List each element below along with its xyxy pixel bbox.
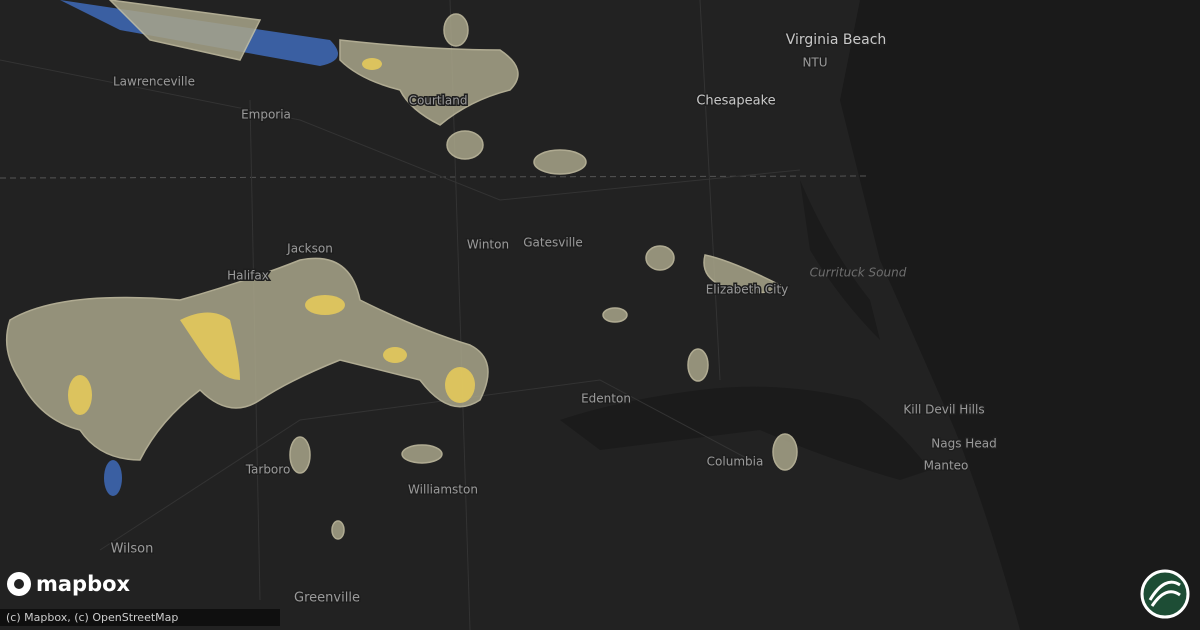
rain-light [645, 245, 675, 271]
ocean [840, 0, 1200, 630]
place-label: Nags Head [931, 437, 996, 451]
rain-light [703, 254, 782, 294]
place-label: Chesapeake [696, 94, 775, 109]
rain-moderate [362, 58, 382, 70]
brand-badge [1140, 569, 1190, 619]
place-label: Greenville [294, 591, 360, 606]
water-label: Currituck Sound [810, 266, 907, 280]
place-label: Courtland [409, 94, 468, 108]
mapbox-logo: mapbox [7, 572, 131, 596]
place-label: Manteo [924, 459, 969, 473]
rain-light [289, 436, 311, 474]
rain-light [339, 39, 519, 126]
logo-icon-inner [14, 579, 24, 589]
rain-light [401, 444, 443, 464]
attribution[interactable]: (c) Mapbox, (c) OpenStreetMap [0, 609, 280, 626]
rain-light [533, 149, 587, 175]
rain-light [772, 433, 798, 471]
rain-light [446, 130, 484, 160]
place-label: Williamston [408, 483, 478, 497]
place-label: Emporia [241, 108, 291, 122]
place-label: Jackson [286, 242, 333, 256]
place-label: Wilson [111, 542, 154, 557]
rain-moderate [445, 367, 475, 403]
rain-light [331, 520, 345, 540]
rain-light [108, 0, 262, 61]
place-label: Elizabeth City [706, 283, 789, 297]
rain-moderate [305, 295, 345, 315]
state-border [0, 175, 871, 179]
logo-text: mapbox [36, 572, 131, 596]
rain-moderate [68, 375, 92, 415]
rain-light [5, 257, 489, 461]
place-label: Lawrenceville [113, 75, 195, 89]
rain-light [602, 307, 628, 323]
rain-moderate [383, 347, 407, 363]
rain-light [687, 348, 709, 382]
place-label: Virginia Beach [786, 32, 887, 48]
place-label: Winton [467, 238, 509, 252]
place-label: Gatesville [523, 236, 582, 250]
place-label: Tarboro [245, 463, 291, 477]
rain-heavy [104, 460, 122, 496]
badge-icon [1148, 580, 1181, 607]
currituck-water [800, 180, 880, 340]
place-label: Columbia [707, 455, 764, 469]
place-label: Halifax [227, 269, 269, 283]
place-label: Kill Devil Hills [903, 403, 984, 417]
rain-moderate [180, 312, 240, 380]
rain-light [443, 13, 469, 47]
place-label: Edenton [581, 392, 631, 406]
place-labels: Virginia Beach NTU Chesapeake Lawrencevi… [109, 31, 998, 608]
albemarle-sound [560, 386, 930, 480]
place-label: NTU [802, 56, 827, 70]
precipitation [5, 0, 798, 540]
